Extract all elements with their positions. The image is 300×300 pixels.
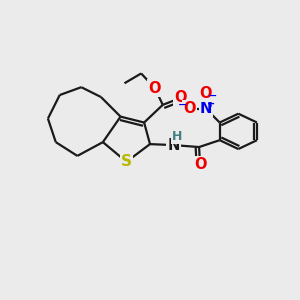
- Text: O: O: [200, 85, 212, 100]
- Text: O: O: [194, 157, 206, 172]
- Text: −: −: [178, 100, 187, 110]
- Text: S: S: [121, 154, 132, 169]
- Text: O: O: [149, 81, 161, 96]
- Text: N: N: [167, 138, 180, 153]
- Text: −: −: [208, 91, 218, 101]
- Text: N: N: [200, 101, 212, 116]
- Text: +: +: [207, 99, 215, 109]
- Text: O: O: [183, 101, 196, 116]
- Text: O: O: [174, 91, 187, 106]
- Text: H: H: [172, 130, 183, 143]
